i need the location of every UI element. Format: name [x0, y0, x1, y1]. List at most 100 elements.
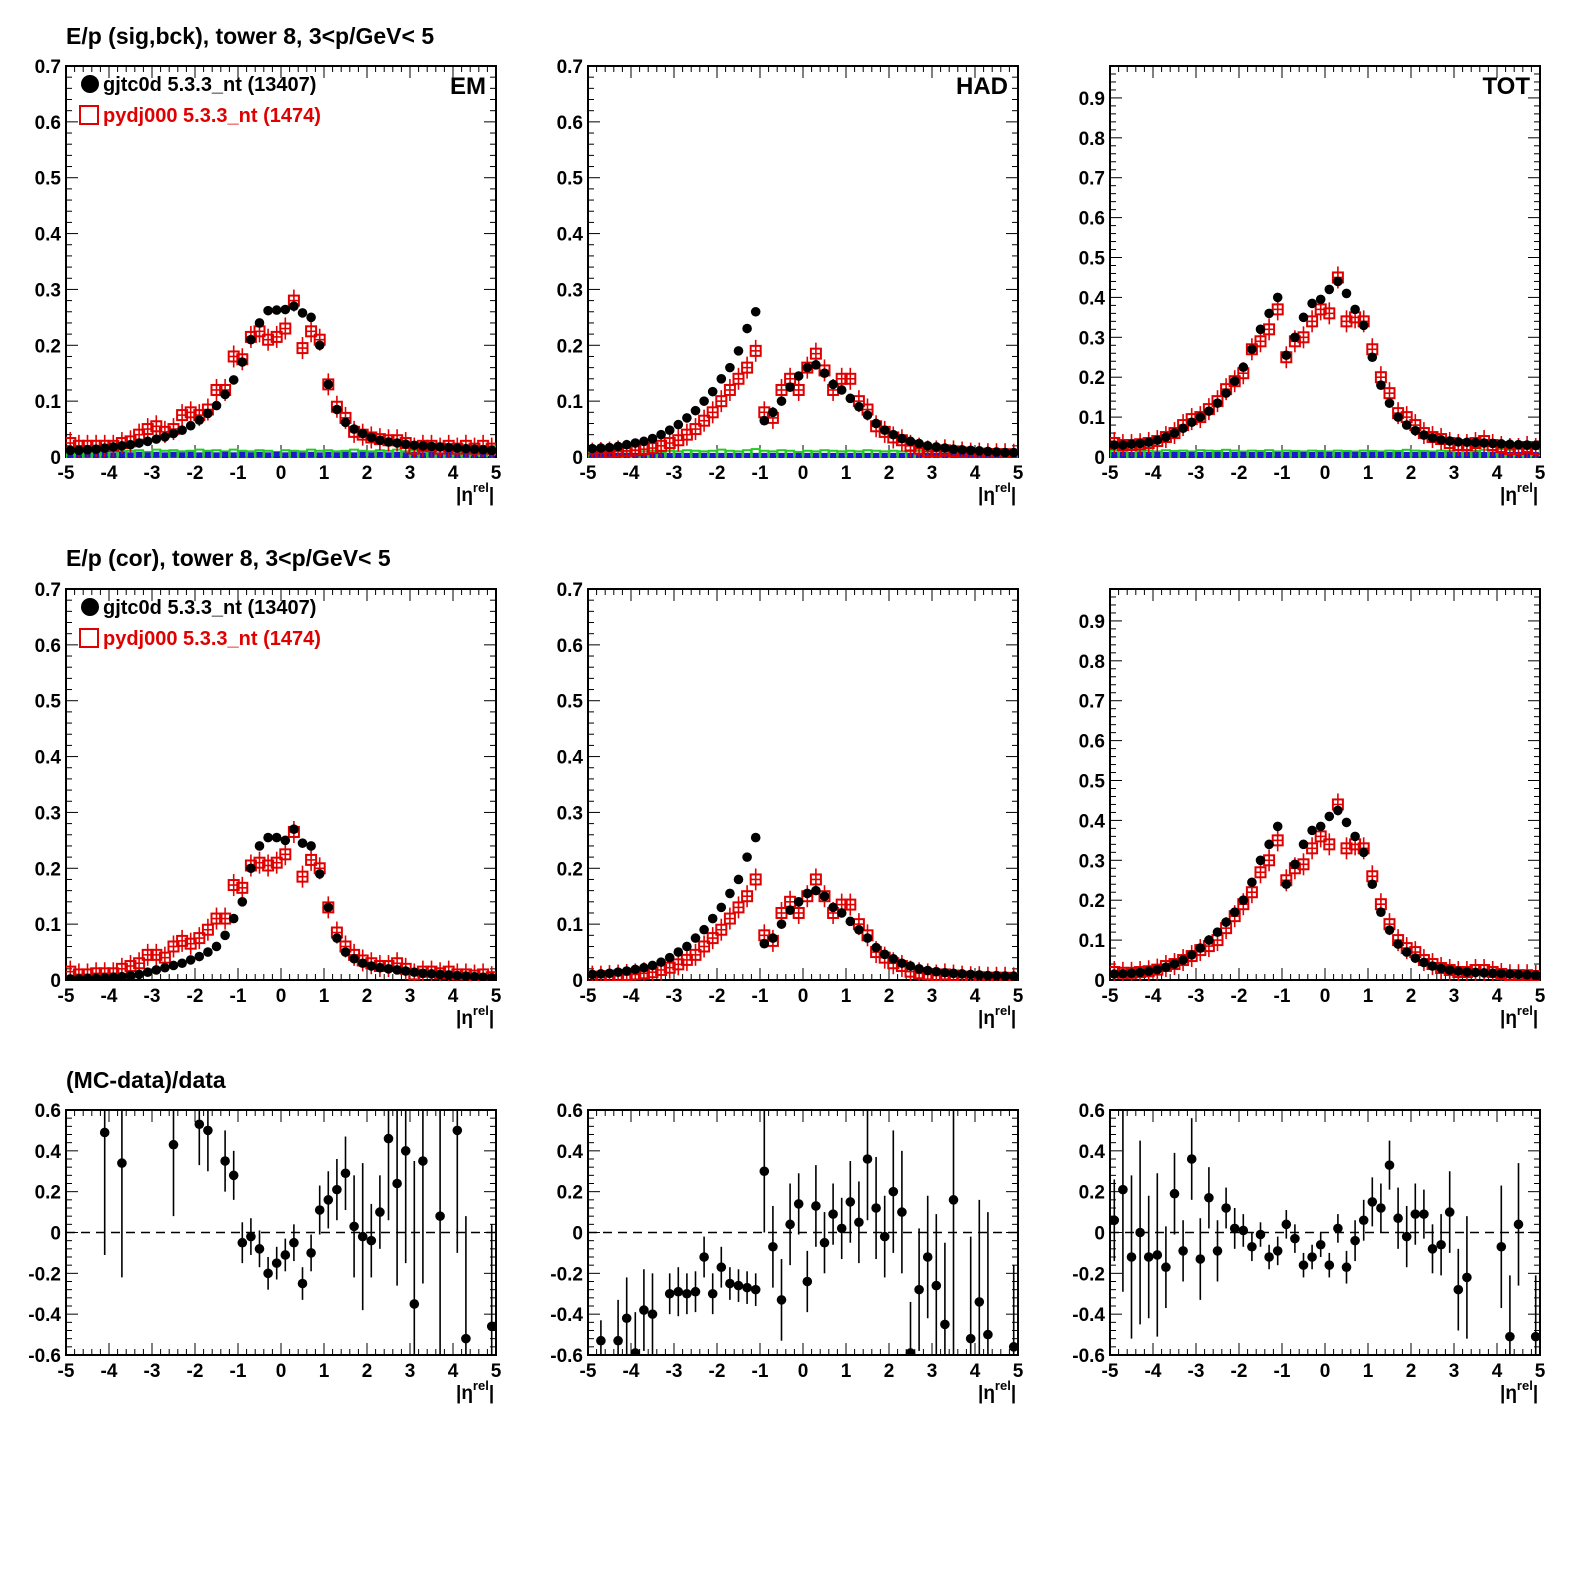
mc-point	[1383, 387, 1396, 400]
data-point	[1161, 1262, 1171, 1273]
background-blue-point	[726, 452, 733, 458]
data-point	[854, 1217, 864, 1228]
series-mc	[1110, 793, 1540, 981]
background-blue-point	[136, 451, 143, 458]
x-tick-label: 4	[970, 463, 981, 484]
y-tick-label: 0	[50, 971, 61, 992]
x-tick-label: -4	[1145, 986, 1162, 1007]
data-point	[486, 1321, 496, 1332]
data-point	[323, 902, 334, 913]
background-blue-point	[359, 451, 366, 458]
data-point	[1307, 825, 1317, 836]
data-point	[1195, 412, 1206, 422]
x-tick-label: -1	[752, 986, 769, 1007]
mc-point	[1323, 307, 1336, 320]
data-point	[613, 1335, 623, 1346]
y-tick-label: 0.5	[1079, 772, 1106, 793]
data-point	[1000, 447, 1010, 458]
background-blue-point	[144, 452, 151, 458]
data-point	[991, 970, 1002, 981]
data-point	[699, 924, 709, 935]
y-tick-label: 0.5	[557, 692, 584, 713]
x-tick-label: -4	[623, 463, 640, 484]
x-tick-label: 4	[1492, 986, 1503, 1007]
data-point	[1384, 1160, 1395, 1170]
x-tick-label: -1	[1274, 463, 1291, 484]
data-point	[194, 1119, 205, 1130]
background-blue-point	[769, 452, 776, 458]
x-tick-label: -1	[1274, 1361, 1291, 1382]
data-point	[366, 1235, 377, 1246]
background-blue-point	[170, 451, 177, 458]
y-tick-label: 0.1	[1079, 408, 1106, 429]
background-blue-point	[666, 452, 673, 458]
data-point	[160, 962, 170, 973]
legend-marker-data	[81, 75, 99, 93]
data-point	[254, 318, 265, 328]
data-point	[314, 340, 325, 351]
x-tick-label: 1	[319, 463, 330, 484]
mc-point	[1323, 838, 1336, 851]
data-point	[802, 1276, 813, 1287]
data-point	[1453, 1284, 1464, 1295]
background-blue-point	[290, 451, 297, 458]
data-point	[314, 1205, 325, 1215]
mc-point	[1314, 303, 1327, 316]
mc-point	[663, 961, 676, 974]
y-tick-label: -0.2	[1072, 1264, 1105, 1285]
mc-point	[1271, 303, 1284, 316]
series-mc	[66, 820, 496, 981]
mc-point	[698, 940, 711, 953]
x-tick-label: 2	[884, 986, 895, 1007]
background-blue-point	[1412, 452, 1419, 458]
data-point	[862, 1154, 873, 1164]
mc-point	[749, 344, 762, 357]
mc-point	[809, 347, 822, 360]
y-tick-label: -0.6	[550, 1346, 583, 1367]
background-blue-point	[256, 451, 263, 458]
y-tick-label: 0.4	[1079, 1142, 1106, 1163]
data-point	[418, 968, 428, 979]
mc-point	[818, 890, 831, 903]
x-tick-label: 1	[1363, 986, 1374, 1007]
data-point	[1487, 438, 1498, 449]
data-point	[409, 967, 420, 977]
series-data	[1110, 805, 1540, 981]
data-point	[125, 970, 136, 981]
data-point	[271, 832, 282, 843]
data-point	[733, 874, 744, 885]
data-point	[1487, 968, 1498, 979]
data-point	[1281, 350, 1292, 361]
data-point	[1238, 362, 1249, 373]
y-tick-label: 0.7	[557, 57, 583, 78]
mc-point	[262, 859, 275, 872]
data-point	[733, 346, 744, 356]
data-point	[1315, 294, 1326, 305]
data-point	[211, 400, 222, 411]
x-tick-label: 1	[1363, 1361, 1374, 1382]
y-tick-label: 0.9	[1079, 612, 1105, 633]
mc-point	[279, 848, 292, 861]
data-point	[690, 405, 701, 416]
data-point	[914, 964, 924, 974]
data-point	[91, 973, 101, 981]
data-point	[957, 969, 967, 979]
data-point	[1255, 855, 1266, 866]
x-tick-label: -2	[709, 986, 726, 1007]
data-point	[1513, 439, 1524, 450]
data-point	[323, 1195, 334, 1205]
x-tick-label: -2	[1231, 1361, 1248, 1382]
data-point	[656, 429, 666, 440]
data-point	[1479, 968, 1489, 978]
y-tick-label: 0.4	[557, 748, 584, 769]
data-point	[1143, 1252, 1154, 1262]
y-tick-label: 0	[50, 1224, 61, 1245]
data-point	[682, 941, 692, 952]
data-point	[673, 947, 684, 957]
data-point	[1272, 1246, 1283, 1256]
data-point	[1195, 1254, 1206, 1264]
legend-marker-data	[81, 598, 99, 616]
mc-point	[732, 372, 745, 385]
data-point	[1522, 970, 1532, 980]
background-blue-point	[1309, 452, 1316, 458]
